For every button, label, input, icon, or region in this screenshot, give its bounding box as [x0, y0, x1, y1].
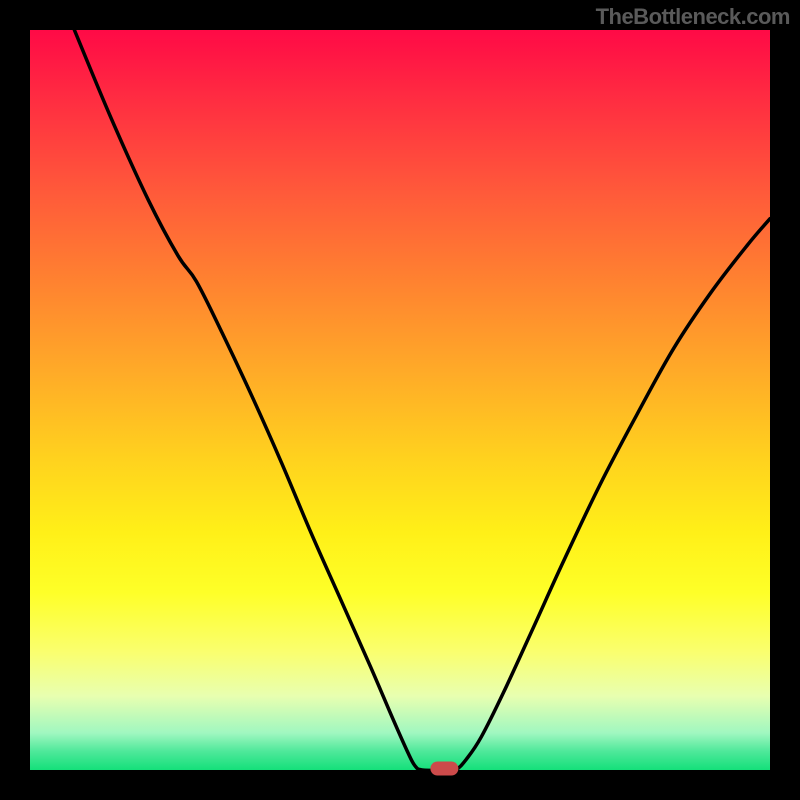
chart-svg: [0, 0, 800, 800]
bottleneck-chart: TheBottleneck.com: [0, 0, 800, 800]
watermark-text: TheBottleneck.com: [596, 4, 790, 30]
plot-background: [30, 30, 770, 770]
optimum-marker: [430, 762, 458, 776]
